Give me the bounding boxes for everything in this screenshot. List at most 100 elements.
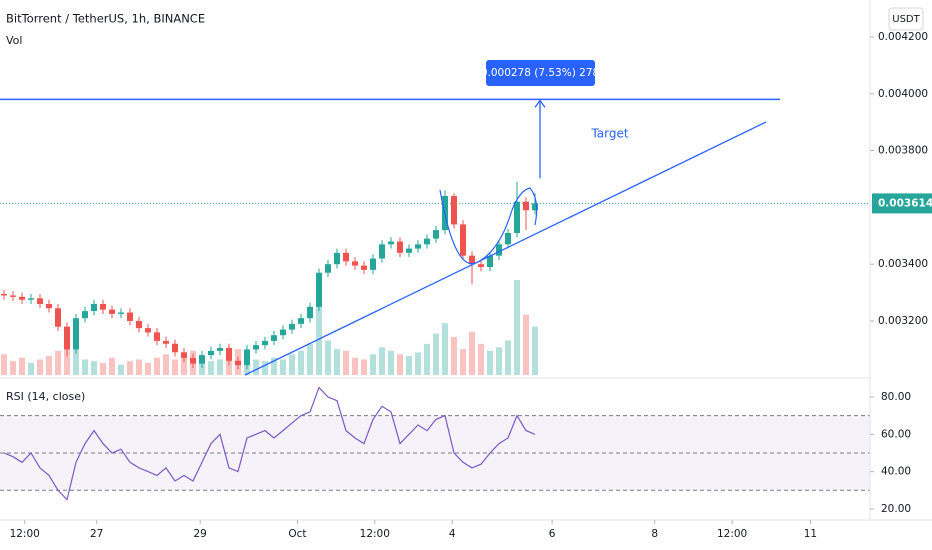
- candle-body: [351, 261, 358, 266]
- volume-bar: [360, 359, 367, 375]
- y-tick-label: 0.004000: [878, 88, 928, 100]
- volume-bar: [396, 354, 403, 375]
- candle-body: [153, 332, 160, 341]
- candle-body: [306, 306, 313, 319]
- candle-body: [234, 360, 241, 366]
- candle-body: [252, 345, 259, 350]
- volume-bar: [342, 350, 349, 375]
- arrow-head: [534, 99, 546, 108]
- candle-body: [0, 294, 7, 296]
- y-tick-label: 0.003400: [878, 258, 928, 270]
- x-tick-label: 6: [549, 528, 556, 540]
- volume-bar: [279, 359, 286, 375]
- volume-bar: [378, 347, 385, 375]
- candle-body: [342, 252, 349, 262]
- volume-bar: [99, 362, 106, 375]
- rsi-title: RSI (14, close): [6, 390, 85, 403]
- candle-body: [504, 232, 511, 245]
- volume-bar: [369, 354, 376, 375]
- volume-bar: [144, 362, 151, 375]
- candle-body: [522, 201, 529, 211]
- candle-body: [531, 203, 538, 211]
- volume-bar: [81, 359, 88, 375]
- target-text: Target: [590, 127, 628, 141]
- volume-bar: [297, 350, 304, 375]
- candle-body: [369, 258, 376, 270]
- candle-body: [432, 230, 439, 239]
- candle-body: [270, 335, 277, 341]
- cup-curve: [439, 189, 513, 265]
- candle-body: [63, 326, 70, 350]
- candle-body: [387, 241, 394, 245]
- candle-body: [243, 349, 250, 366]
- volume-bar: [252, 359, 259, 375]
- candle-body: [459, 224, 466, 256]
- x-tick-label: 4: [449, 528, 456, 540]
- volume-bar: [72, 349, 79, 375]
- candle-body: [333, 252, 340, 265]
- volume-bar: [504, 340, 511, 375]
- measure-label: 0.000278 (7.53%) 278: [481, 67, 599, 79]
- candle-body: [99, 303, 106, 310]
- volume-bar: [117, 364, 124, 375]
- volume-bar: [522, 314, 529, 375]
- volume-bar: [324, 340, 331, 375]
- volume-bar: [288, 354, 295, 375]
- candle-body: [90, 303, 97, 312]
- candle-body: [81, 311, 88, 319]
- candle-body: [198, 355, 205, 364]
- candle-body: [216, 348, 223, 351]
- x-tick-label: 11: [804, 528, 817, 540]
- rsi-line: [3, 386, 536, 501]
- candle-body: [495, 244, 502, 256]
- candle-body: [207, 350, 214, 356]
- candle-body: [45, 303, 52, 309]
- candle-body: [135, 321, 142, 329]
- candle-body: [126, 312, 133, 322]
- x-tick-label: Oct: [288, 528, 306, 540]
- candle-body: [513, 201, 520, 233]
- candle-body: [162, 340, 169, 344]
- candle-body: [324, 264, 331, 273]
- volume-bar: [531, 326, 538, 375]
- candle-body: [486, 255, 493, 268]
- candle-body: [72, 318, 79, 350]
- x-tick-label: 27: [90, 528, 103, 540]
- candle-body: [225, 348, 232, 361]
- candle-body: [117, 312, 124, 314]
- candle-body: [405, 248, 412, 253]
- volume-bar: [108, 357, 115, 375]
- x-tick-label: 12:00: [10, 528, 40, 540]
- candle-body: [450, 196, 457, 225]
- candle-body: [288, 323, 295, 330]
- measure-box: [486, 60, 595, 86]
- volume-bar: [36, 359, 43, 375]
- candle-body: [468, 255, 475, 265]
- volume-bar: [351, 357, 358, 375]
- volume-bar: [216, 359, 223, 375]
- volume-bar: [513, 280, 520, 375]
- volume-bar: [477, 343, 484, 375]
- rsi-pane: [0, 386, 870, 501]
- candle-body: [189, 357, 196, 364]
- x-tick-label: 12:00: [360, 528, 390, 540]
- volume-bar: [459, 349, 466, 375]
- y-tick-label: 0.003200: [878, 315, 928, 327]
- volume-bar: [0, 354, 7, 375]
- candle-body: [279, 329, 286, 336]
- candle-body: [261, 340, 268, 346]
- volume-bar: [180, 356, 187, 375]
- volume-bar: [432, 333, 439, 375]
- volume-bar: [207, 361, 214, 375]
- y-tick-label: 0.004200: [878, 31, 928, 43]
- candle-body: [18, 296, 25, 300]
- currency-box[interactable]: [888, 7, 924, 31]
- x-tick-label: 29: [194, 528, 207, 540]
- volume-bar: [306, 343, 313, 375]
- candle-body: [171, 343, 178, 353]
- volume-bar: [315, 305, 322, 375]
- y-tick-label: 60.00: [881, 428, 911, 440]
- volume-bar: [153, 357, 160, 375]
- candle-body: [378, 244, 385, 259]
